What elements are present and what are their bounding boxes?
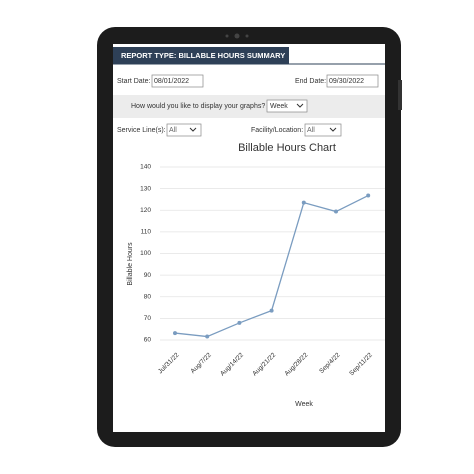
y-tick-label: 110 — [141, 229, 152, 236]
y-tick-label: 70 — [144, 315, 152, 322]
label: Service Line(s): — [117, 127, 166, 134]
label: How would you like to display your graph… — [131, 103, 265, 110]
input-value: 08/01/2022 — [154, 78, 189, 85]
y-tick-label: 90 — [144, 272, 152, 279]
sensor — [225, 34, 229, 38]
data-point — [237, 320, 242, 325]
input-value: 09/30/2022 — [329, 78, 364, 85]
y-tick-label: 130 — [140, 185, 151, 192]
chevron — [329, 127, 337, 132]
x-axis-title: Week — [295, 401, 313, 408]
data-point — [205, 334, 210, 339]
header-bar — [113, 47, 289, 64]
chevron — [189, 127, 197, 132]
camera — [234, 33, 240, 39]
y-axis-title: Billable Hours — [127, 242, 134, 286]
header-title: REPORT TYPE: BILLABLE HOURS SUMMARY — [121, 51, 285, 60]
date-input[interactable] — [151, 74, 204, 88]
y-tick-label: 80 — [144, 293, 152, 300]
select[interactable] — [304, 123, 342, 137]
data-point — [301, 200, 306, 205]
y-tick-label: 140 — [140, 164, 151, 171]
label: Facility/Location: — [251, 127, 303, 134]
select-value: All — [307, 127, 315, 134]
label: End Date: — [295, 78, 326, 85]
chart-title: Billable Hours Chart — [238, 142, 336, 154]
y-tick-label: 60 — [144, 337, 152, 344]
y-tick-label: 100 — [140, 250, 151, 257]
data-point — [269, 308, 274, 313]
select-value: All — [169, 127, 177, 134]
side-button — [398, 80, 402, 110]
select[interactable] — [266, 99, 308, 113]
select-value: Week — [270, 103, 288, 110]
display-band — [113, 95, 385, 118]
date-input[interactable] — [326, 74, 379, 88]
y-tick-label: 120 — [140, 207, 151, 214]
label: Start Date: — [117, 78, 151, 85]
data-point — [366, 193, 371, 198]
data-point — [334, 209, 338, 214]
sensor — [245, 34, 249, 38]
data-point — [173, 331, 177, 336]
select[interactable] — [166, 123, 202, 137]
chevron — [296, 103, 304, 108]
